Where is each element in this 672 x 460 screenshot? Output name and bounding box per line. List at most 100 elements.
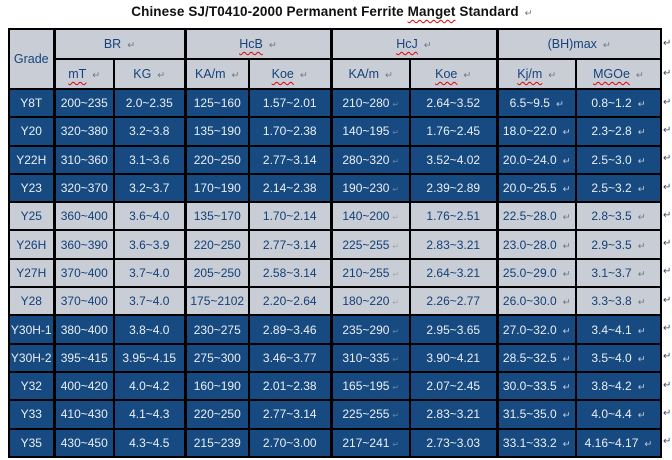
pilcrow-mark: ↵ — [392, 128, 400, 138]
table-cell-hcb-kam: 220~250 — [183, 144, 250, 175]
cell-value: 2.26~2.77 — [426, 294, 481, 309]
cell-value: 220~250 — [193, 407, 241, 422]
header-group-row: Grade BR ↵ HcB ↵ HcJ ↵ (BH)max ↵ — [8, 28, 662, 90]
page-title: Chinese SJ/T0410-2000 Permanent Ferrite … — [0, 4, 664, 19]
pilcrow-mark: ↵ — [562, 240, 571, 252]
column-group-hcb: HcB ↵ — [183, 28, 332, 60]
cell-value: 3.4~4.1 — [591, 322, 632, 337]
table-cell-hcb-koe: 2.70~3.00 — [248, 427, 332, 458]
pilcrow-mark: ↵ — [392, 383, 400, 393]
grade-text: Y20 — [20, 124, 42, 139]
table-cell-bhmax-kjm: 27.0~32.0 ↵ — [495, 314, 577, 345]
column-header-hcj-kam: KA/m ↵ — [329, 58, 411, 90]
table-cell-bhmax-mgoe: 3.4~4.1 ↵ — [575, 314, 662, 345]
cell-value: 310~335 — [342, 350, 390, 365]
cell-value: 210~255 — [342, 265, 390, 280]
cell-value: 235~290 — [342, 322, 390, 337]
table-cell-bhmax-mgoe: 2.8~3.5 ↵ — [575, 201, 662, 232]
table-cell-hcj-koe: 2.73~3.03 — [409, 427, 498, 458]
unit-label: mT — [68, 67, 87, 81]
pilcrow-mark: ↵ — [392, 213, 400, 223]
cell-value: 3.1~3.6 — [129, 152, 170, 167]
table-cell-br-mt: 400~420 — [52, 370, 115, 402]
table-cell-bhmax-mgoe: 4.0~4.4 ↵ — [575, 399, 662, 430]
table-row: Y33 410~430 4.1~4.3 220~250 2.77~3.14 22… — [8, 399, 662, 430]
pilcrow-mark: ↵ — [635, 70, 644, 81]
table-cell-hcb-koe: 2.77~3.14 — [248, 229, 332, 260]
table-cell-hcj-koe: 3.52~4.02 — [409, 144, 498, 175]
table-cell-br-kg: 3.7~4.0 — [113, 257, 186, 289]
column-header-hcb-koe: Koe ↵ — [248, 58, 332, 90]
pilcrow-mark: ↵ — [637, 240, 646, 252]
table-cell-br-kg: 3.6~3.9 — [113, 229, 186, 260]
pilcrow-mark: ↵ — [637, 212, 646, 224]
end-of-row-mark: ↵ — [663, 266, 672, 278]
cell-value: 430~450 — [60, 435, 108, 450]
column-header-br-mt: mT ↵ — [52, 58, 115, 90]
cell-value: 200~235 — [60, 96, 108, 111]
unit-label: MGOe — [593, 67, 630, 81]
table-cell-bhmax-kjm: 26.0~30.0 ↵ — [495, 286, 577, 317]
cell-value: 1.57~2.01 — [262, 96, 317, 111]
cell-value: 20.0~25.5 — [502, 181, 557, 196]
pilcrow-mark: ↵ — [637, 410, 646, 422]
unit-label: KA/m — [348, 67, 380, 81]
pilcrow-mark: ↵ — [392, 185, 400, 195]
cell-value: 400~420 — [60, 379, 108, 394]
table-row: Y23 320~370 3.2~3.7 170~190 2.14~2.38 19… — [8, 172, 662, 204]
table-cell-bhmax-kjm: 25.0~29.0 ↵ — [495, 257, 577, 289]
pilcrow-mark: ↵ — [562, 212, 571, 224]
header-unit-row: mT ↵ KG ↵ KA/m ↵ Koe ↵ KA/m ↵ Koe ↵ Kj/m ↵ MGOe… — [9, 58, 662, 90]
grade-text: Y30H-1 — [10, 322, 52, 337]
grade-text: Y28 — [20, 294, 42, 309]
table-cell-br-mt: 360~400 — [52, 201, 115, 232]
table-cell-hcb-kam: 220~250 — [183, 229, 250, 260]
pilcrow-mark: ↵ — [562, 410, 571, 422]
cell-value: 140~200 — [342, 209, 390, 224]
cell-value: 370~400 — [60, 294, 108, 309]
cell-value: 160~190 — [193, 379, 241, 394]
table-cell-hcj-koe: 2.83~3.21 — [409, 399, 498, 430]
cell-value: 2.70~3.00 — [262, 435, 317, 450]
pilcrow-mark: ↵ — [392, 326, 400, 336]
column-header-bhmax-mgoe: MGOe ↵ — [575, 58, 662, 90]
table-cell-hcj-koe: 2.07~2.45 — [409, 370, 498, 402]
table-cell-hcj-kam: 140~200 ↵ — [329, 201, 411, 232]
column-header-hcj-koe: Koe ↵ — [409, 58, 498, 90]
table-cell-br-mt: 360~390 — [52, 229, 115, 260]
cell-value: 395~415 — [60, 350, 108, 365]
cell-value: 2.20~2.64 — [262, 294, 317, 309]
pilcrow-mark: ↵ — [268, 40, 277, 51]
cell-value: 1.76~2.45 — [426, 124, 481, 139]
grade-cell: Y35 — [8, 427, 55, 458]
pilcrow-mark: ↵ — [299, 70, 308, 81]
table-cell-bhmax-kjm: 22.5~28.0 ↵ — [495, 201, 577, 232]
cell-value: 2.77~3.14 — [262, 407, 317, 422]
table-row: Y35 430~450 4.3~4.5 215~239 2.70~3.00 21… — [8, 427, 662, 458]
table-cell-bhmax-mgoe: 2.5~3.0 ↵ — [575, 144, 662, 175]
cell-value: 210~280 — [342, 96, 390, 111]
table-cell-bhmax-mgoe: 3.5~4.0 ↵ — [575, 342, 662, 373]
pilcrow-mark: ↵ — [637, 127, 646, 139]
table-cell-br-kg: 2.0~2.35 — [113, 87, 186, 119]
column-group-br: BR ↵ — [52, 28, 186, 60]
pilcrow-mark: ↵ — [562, 184, 571, 196]
table-cell-hcj-kam: 225~255 ↵ — [329, 229, 411, 260]
pilcrow-mark: ↵ — [555, 99, 564, 111]
group-label: BR — [103, 37, 122, 51]
table-cell-hcj-kam: 235~290 ↵ — [329, 314, 411, 345]
pilcrow-mark: ↵ — [562, 325, 571, 337]
table-cell-hcb-koe: 2.01~2.38 — [248, 370, 332, 402]
column-header-bhmax-kjm: Kj/m ↵ — [495, 58, 577, 90]
grade-cell: Y20 — [8, 116, 55, 147]
grade-cell: Y8T — [8, 87, 55, 119]
unit-label: KA/m — [194, 67, 226, 81]
cell-value: 3.6~4.0 — [129, 209, 170, 224]
grade-text: Y35 — [20, 435, 42, 450]
ferrite-standard-table: Grade BR ↵ HcB ↵ HcJ ↵ (BH)max ↵ mT ↵ KG ↵ KA/… — [8, 28, 662, 458]
pilcrow-mark: ↵ — [637, 382, 646, 394]
end-of-row-mark: ↵ — [663, 181, 672, 193]
pilcrow-mark: ↵ — [562, 297, 571, 309]
pilcrow-mark: ↵ — [524, 8, 533, 19]
end-of-row-mark: ↵ — [663, 294, 672, 306]
